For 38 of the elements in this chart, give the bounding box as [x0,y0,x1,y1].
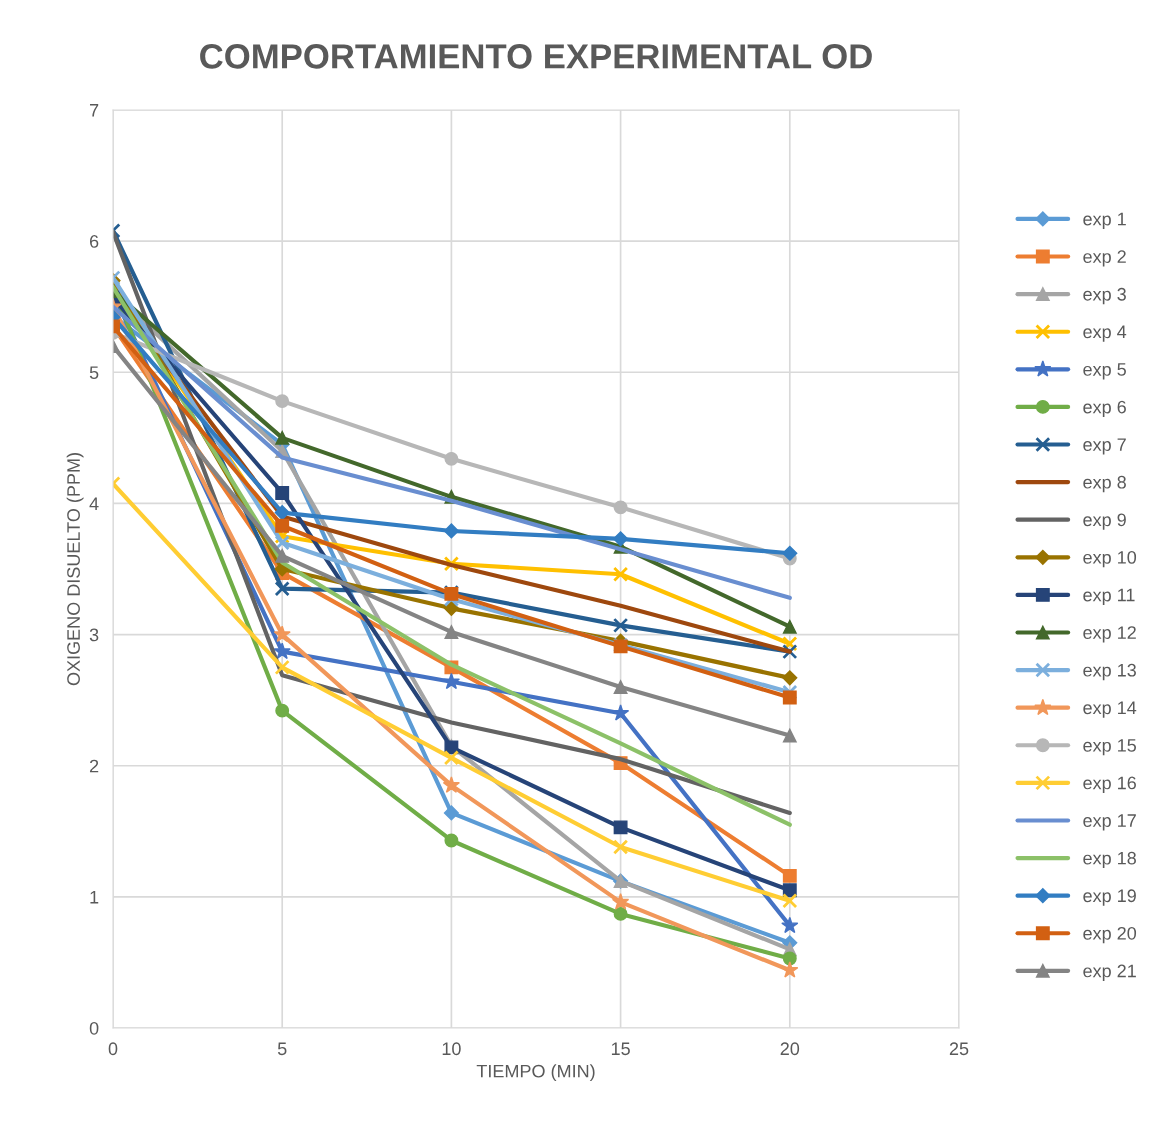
x-tick-label: 5 [277,1042,287,1056]
legend-label: exp 15 [1083,739,1136,756]
x-tick-label: 10 [442,1042,461,1056]
legend-label: exp 5 [1083,363,1126,380]
y-tick-label: 2 [89,759,99,773]
x-tick-label: 15 [611,1042,630,1056]
y-tick-label: 1 [90,890,99,904]
legend-label: exp 18 [1083,851,1136,869]
legend-label: exp 7 [1083,438,1126,455]
legend-label: exp 12 [1083,626,1136,643]
legend-label: exp 1 [1083,212,1126,230]
legend-label: exp 2 [1083,250,1126,267]
legend-label: exp 19 [1083,889,1136,906]
x-axis-title: TIEMPO (MIN) [476,1064,595,1082]
legend-label: exp 8 [1083,475,1126,493]
y-tick-label: 4 [89,497,99,510]
x-tick-label: 20 [780,1042,800,1056]
legend-label: exp 13 [1083,663,1136,681]
legend-label: exp 20 [1083,926,1137,944]
legend-label: exp 16 [1083,776,1136,793]
legend-label: exp 14 [1083,701,1137,718]
y-tick-label: 7 [90,104,99,117]
x-tick-label: 0 [108,1042,118,1056]
chart-title: COMPORTAMIENTO EXPERIMENTAL OD [200,44,872,69]
y-axis-title: OXIGENO DISUELTO (PPM) [66,453,84,686]
legend-label: exp 3 [1083,287,1126,305]
y-tick-label: 6 [89,235,99,248]
y-tick-label: 3 [89,628,99,642]
legend-label: exp 10 [1083,551,1137,568]
y-tick-label: 0 [89,1021,99,1035]
legend-label: exp 6 [1083,400,1126,417]
legend-label: exp 11 [1083,588,1135,605]
legend-label: exp 21 [1083,964,1136,981]
x-tick-label: 25 [949,1042,969,1056]
legend-label: exp 9 [1083,513,1126,530]
legend-label: exp 4 [1083,325,1127,342]
y-tick-label: 5 [89,366,99,380]
legend-label: exp 17 [1083,814,1136,831]
